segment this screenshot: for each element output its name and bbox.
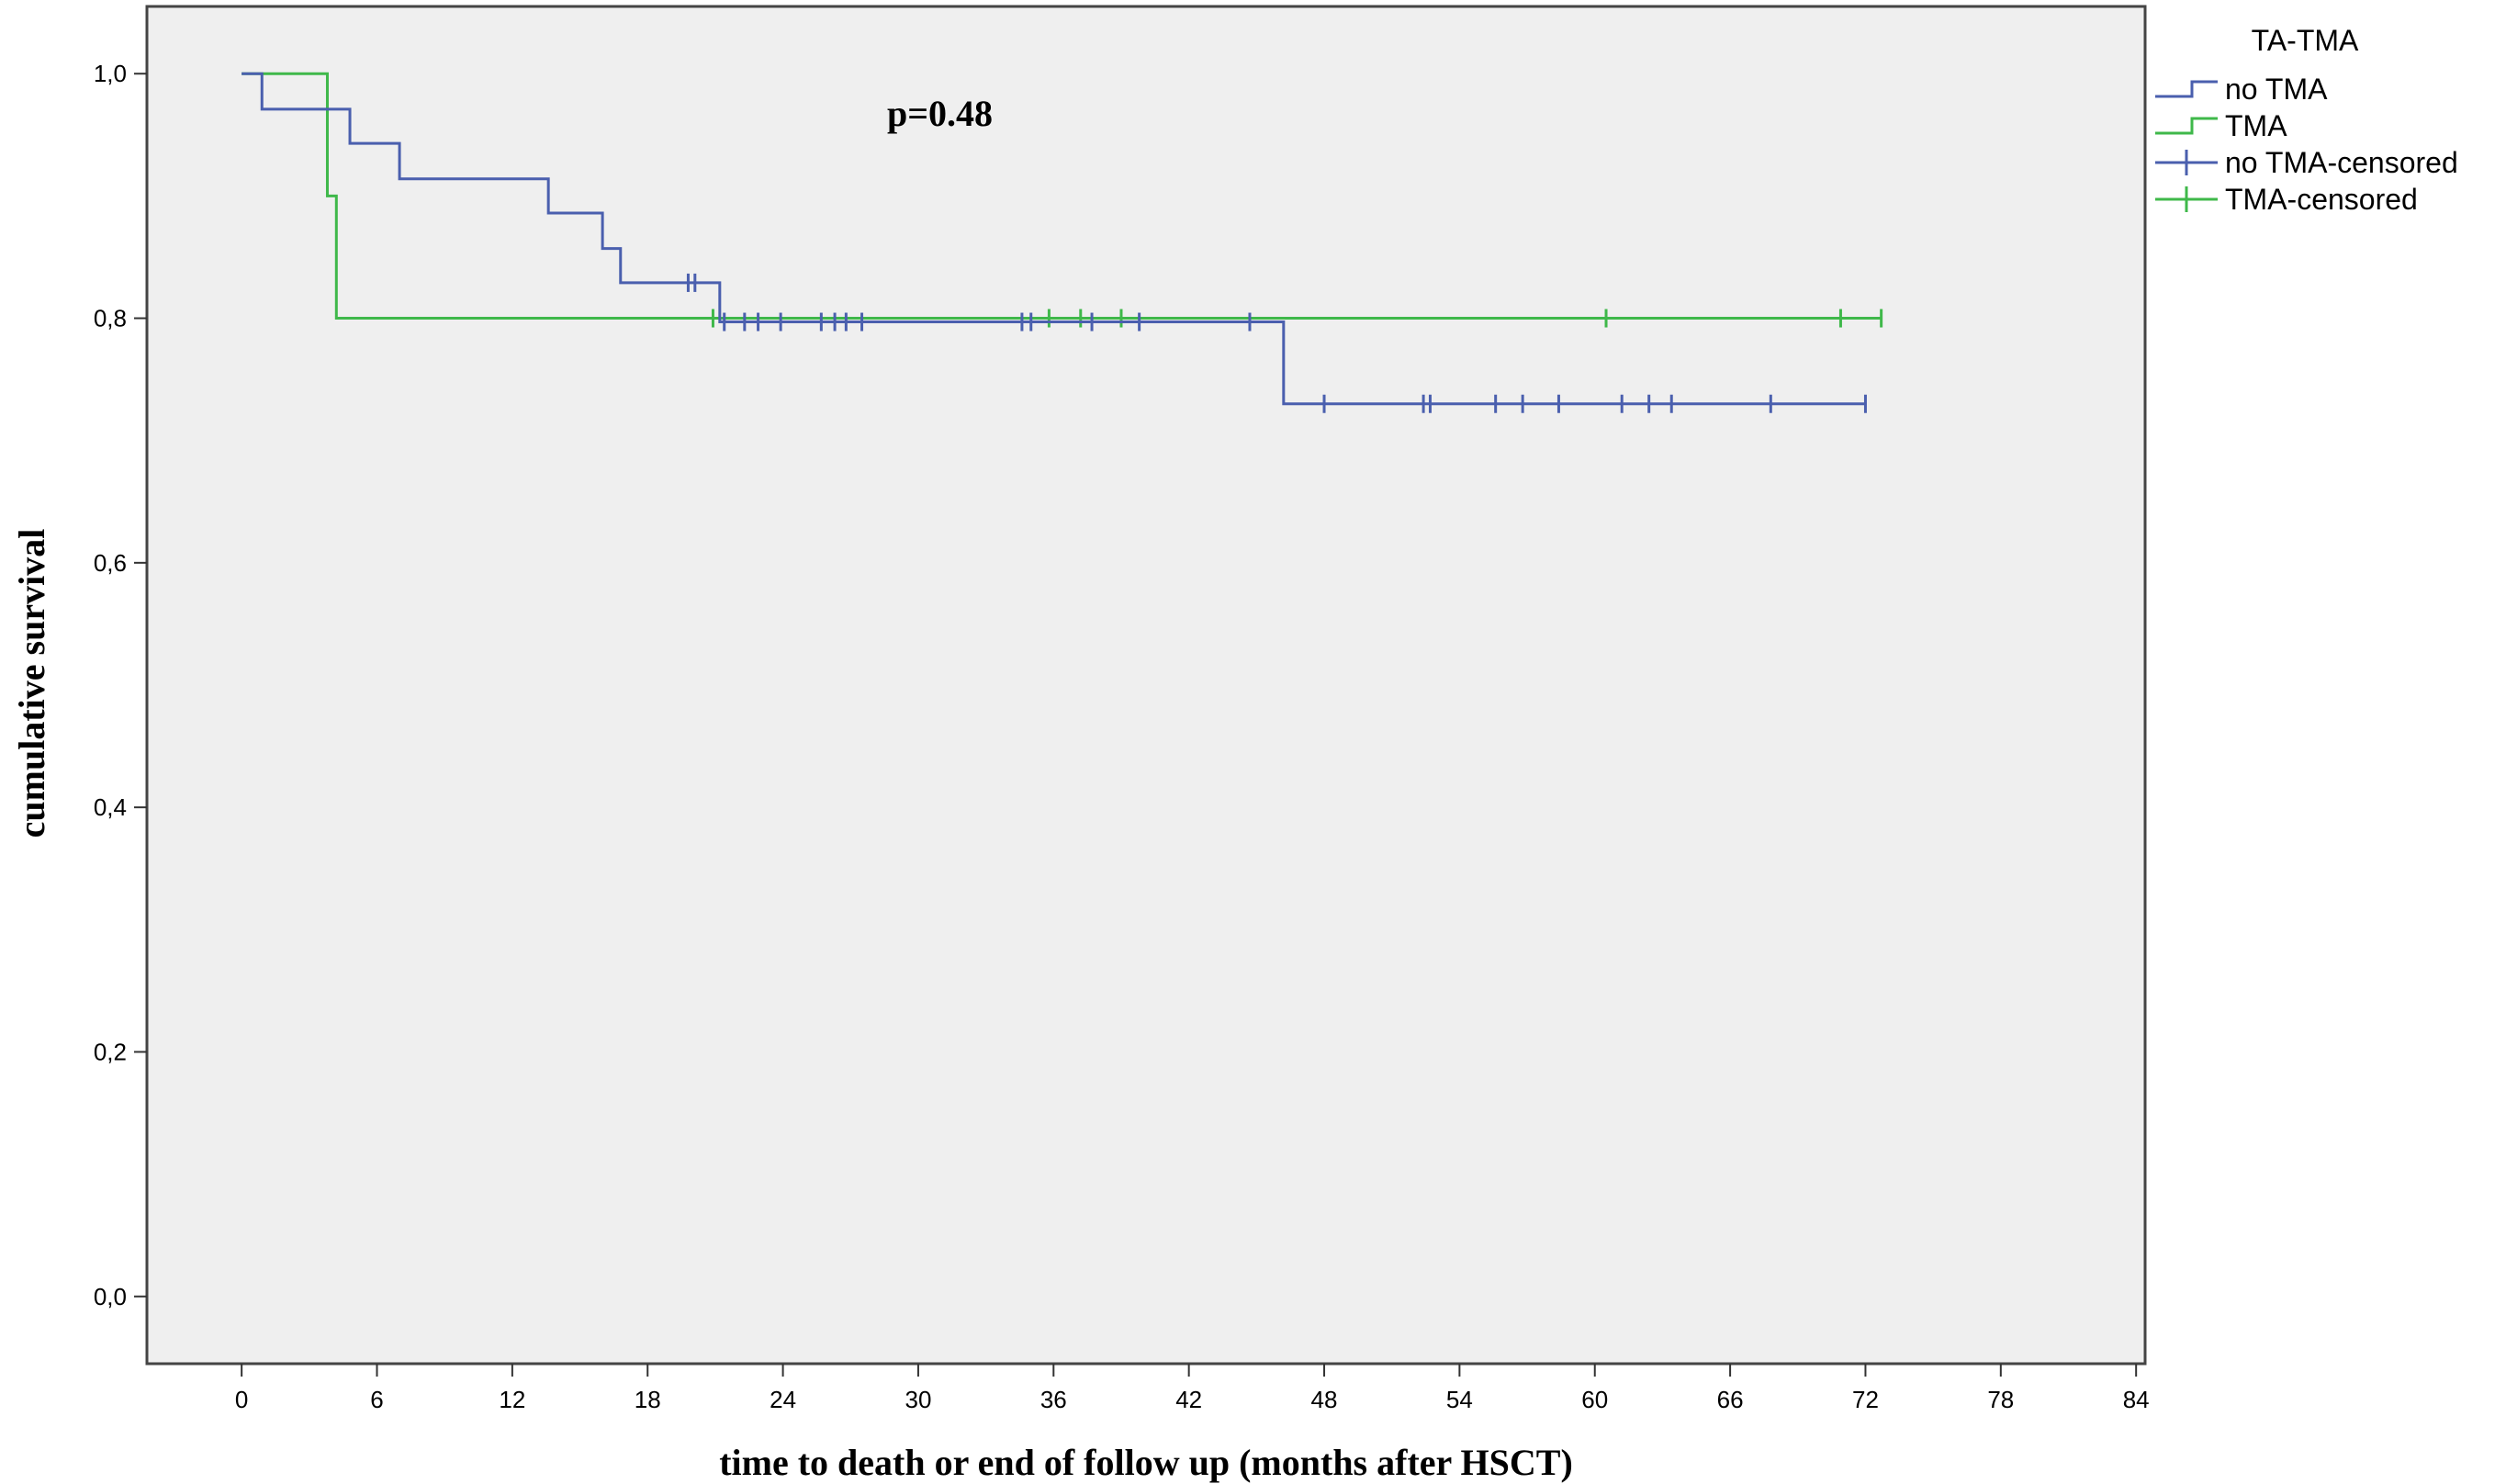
x-tick-label: 54 <box>1446 1386 1473 1413</box>
x-tick-label: 84 <box>2123 1386 2150 1413</box>
legend-entry: TMA-censored <box>2155 183 2418 216</box>
legend-entry: no TMA <box>2155 73 2328 106</box>
legend-label: no TMA-censored <box>2225 146 2458 179</box>
x-axis: 0 6 12 18 24 30 36 42 48 54 60 66 72 78 84 <box>235 1364 2150 1413</box>
series-no-tma <box>242 72 1867 413</box>
y-tick-label: 0,4 <box>94 793 127 821</box>
legend-entry: no TMA-censored <box>2155 146 2458 179</box>
x-tick-label: 48 <box>1311 1386 1338 1413</box>
y-tick-label: 0,2 <box>94 1038 127 1065</box>
y-tick-label: 1,0 <box>94 60 127 87</box>
x-tick-label: 12 <box>499 1386 525 1413</box>
legend-swatch <box>2155 117 2218 135</box>
x-tick-label: 18 <box>635 1386 661 1413</box>
x-tick-label: 72 <box>1852 1386 1879 1413</box>
series-tma <box>242 72 1883 328</box>
y-axis-title: cumulative survival <box>11 529 52 838</box>
x-tick-label: 30 <box>905 1386 931 1413</box>
survival-line <box>242 72 1866 406</box>
x-tick-label: 0 <box>235 1386 248 1413</box>
y-tick-label: 0,0 <box>94 1283 127 1310</box>
y-tick-label: 0,6 <box>94 549 127 577</box>
plot-area <box>145 5 2147 1366</box>
legend-title: TA-TMA <box>2252 24 2359 57</box>
x-tick-label: 36 <box>1040 1386 1067 1413</box>
legend-entry: TMA <box>2155 109 2287 142</box>
x-tick-label: 24 <box>770 1386 796 1413</box>
survival-line <box>242 72 1882 320</box>
legend-label: no TMA <box>2225 73 2328 106</box>
x-tick-label: 66 <box>1717 1386 1744 1413</box>
series-layer <box>242 72 1883 413</box>
legend-label: TMA-censored <box>2225 183 2418 216</box>
x-tick-label: 6 <box>370 1386 383 1413</box>
p-value-annotation: p=0.48 <box>887 93 993 134</box>
x-axis-title: time to death or end of follow up (month… <box>719 1442 1573 1483</box>
x-tick-label: 42 <box>1175 1386 1202 1413</box>
legend-label: TMA <box>2225 109 2287 142</box>
y-tick-label: 0,8 <box>94 305 127 332</box>
x-tick-label: 60 <box>1581 1386 1608 1413</box>
x-tick-label: 78 <box>1987 1386 2014 1413</box>
legend-swatch <box>2155 80 2218 98</box>
y-axis: 0,0 0,2 0,4 0,6 0,8 1,0 <box>94 60 147 1310</box>
